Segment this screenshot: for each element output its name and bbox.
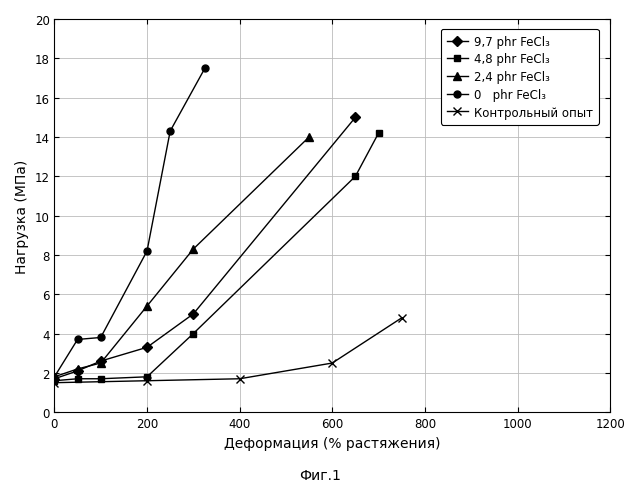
0   phr FeCl₃ bbox=[201, 66, 209, 72]
4,8 phr FeCl₃ bbox=[51, 378, 58, 384]
0   phr FeCl₃ bbox=[51, 374, 58, 380]
9,7 phr FeCl₃ bbox=[97, 359, 104, 364]
4,8 phr FeCl₃ bbox=[351, 174, 359, 180]
0   phr FeCl₃ bbox=[143, 249, 151, 255]
0   phr FeCl₃ bbox=[97, 335, 104, 341]
0   phr FeCl₃ bbox=[74, 337, 81, 343]
2,4 phr FeCl₃ bbox=[143, 303, 151, 309]
X-axis label: Деформация (% растяжения): Деформация (% растяжения) bbox=[224, 436, 440, 450]
Line: 0   phr FeCl₃: 0 phr FeCl₃ bbox=[51, 65, 209, 380]
4,8 phr FeCl₃ bbox=[189, 331, 197, 337]
Line: 4,8 phr FeCl₃: 4,8 phr FeCl₃ bbox=[51, 130, 382, 384]
9,7 phr FeCl₃ bbox=[189, 311, 197, 317]
9,7 phr FeCl₃ bbox=[51, 376, 58, 382]
2,4 phr FeCl₃ bbox=[97, 361, 104, 366]
Контрольный опыт bbox=[398, 315, 406, 321]
Контрольный опыт bbox=[236, 376, 243, 382]
9,7 phr FeCl₃ bbox=[143, 345, 151, 350]
9,7 phr FeCl₃ bbox=[351, 115, 359, 121]
0   phr FeCl₃ bbox=[166, 129, 174, 135]
4,8 phr FeCl₃ bbox=[74, 376, 81, 382]
4,8 phr FeCl₃ bbox=[375, 131, 383, 136]
Контрольный опыт bbox=[143, 378, 151, 384]
2,4 phr FeCl₃ bbox=[51, 374, 58, 380]
2,4 phr FeCl₃ bbox=[189, 246, 197, 252]
4,8 phr FeCl₃ bbox=[143, 374, 151, 380]
Legend: 9,7 phr FeCl₃, 4,8 phr FeCl₃, 2,4 phr FeCl₃, 0   phr FeCl₃, Контрольный опыт: 9,7 phr FeCl₃, 4,8 phr FeCl₃, 2,4 phr Fe… bbox=[441, 30, 598, 125]
4,8 phr FeCl₃ bbox=[97, 376, 104, 382]
Y-axis label: Нагрузка (МПа): Нагрузка (МПа) bbox=[15, 159, 29, 273]
Контрольный опыт bbox=[328, 361, 336, 366]
2,4 phr FeCl₃ bbox=[305, 135, 313, 140]
Контрольный опыт bbox=[51, 380, 58, 386]
Line: Контрольный опыт: Контрольный опыт bbox=[51, 314, 406, 387]
2,4 phr FeCl₃ bbox=[74, 366, 81, 372]
9,7 phr FeCl₃ bbox=[74, 368, 81, 374]
Line: 2,4 phr FeCl₃: 2,4 phr FeCl₃ bbox=[51, 134, 314, 381]
Text: Фиг.1: Фиг.1 bbox=[299, 468, 341, 482]
Line: 9,7 phr FeCl₃: 9,7 phr FeCl₃ bbox=[51, 115, 359, 382]
